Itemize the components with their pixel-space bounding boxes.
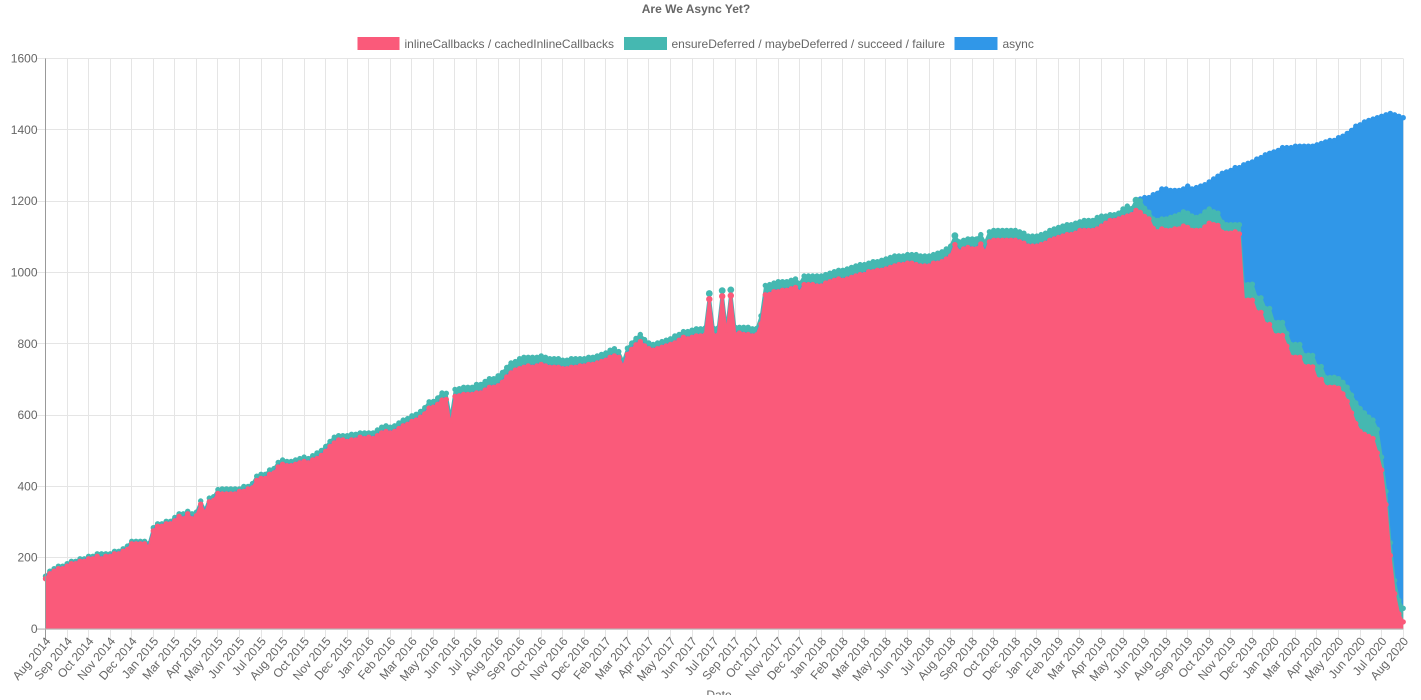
svg-text:inlineCallbacks / cachedInline: inlineCallbacks / cachedInlineCallbacks (405, 37, 614, 51)
svg-text:ensureDeferred / maybeDeferred: ensureDeferred / maybeDeferred / succeed… (672, 37, 946, 51)
svg-text:600: 600 (17, 408, 37, 422)
svg-text:0: 0 (31, 622, 38, 636)
svg-text:400: 400 (17, 479, 37, 493)
svg-text:1400: 1400 (11, 123, 38, 137)
svg-text:Are We Async Yet?: Are We Async Yet? (642, 2, 751, 16)
svg-text:200: 200 (17, 551, 37, 565)
svg-text:async: async (1003, 37, 1034, 51)
svg-text:1200: 1200 (11, 194, 38, 208)
svg-text:1000: 1000 (11, 265, 38, 279)
svg-text:800: 800 (17, 337, 37, 351)
svg-text:1600: 1600 (11, 52, 38, 66)
svg-text:Date: Date (706, 688, 732, 695)
